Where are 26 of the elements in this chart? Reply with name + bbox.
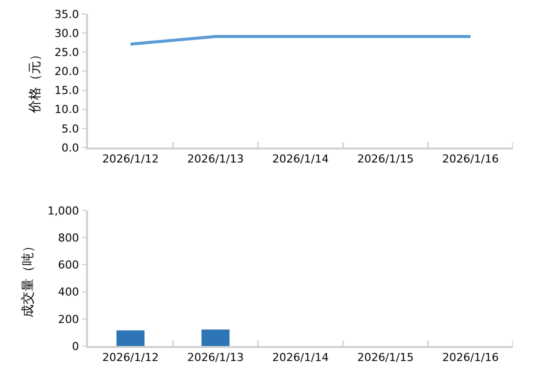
x-tick-label: 2026/1/15 bbox=[357, 152, 414, 166]
x-tick-label: 2026/1/14 bbox=[272, 152, 329, 166]
y-tick-label: 35.0 bbox=[54, 8, 80, 21]
y-tick-label: 0.0 bbox=[62, 141, 80, 154]
x-tick-label: 2026/1/16 bbox=[442, 152, 499, 166]
y-tick-label: 1,000 bbox=[48, 204, 80, 218]
x-tick-label: 2026/1/13 bbox=[187, 350, 244, 364]
y-tick-label: 25.0 bbox=[54, 46, 80, 59]
x-tick-label: 2026/1/16 bbox=[442, 350, 499, 364]
y-tick-label: 400 bbox=[58, 286, 80, 299]
x-tick-label: 2026/1/14 bbox=[272, 350, 329, 364]
x-tick-label: 2026/1/13 bbox=[187, 152, 244, 166]
y-tick-label: 5.0 bbox=[62, 122, 80, 136]
x-tick-label: 2026/1/15 bbox=[357, 350, 414, 364]
y-tick-label: 200 bbox=[58, 312, 80, 326]
y-axis-title: 成交量（吨） bbox=[20, 239, 36, 318]
y-tick-label: 30.0 bbox=[54, 26, 80, 40]
y-tick-label: 800 bbox=[58, 231, 80, 244]
y-tick-label: 600 bbox=[58, 258, 80, 272]
y-tick-label: 10.0 bbox=[54, 103, 80, 116]
y-tick-label: 0 bbox=[72, 340, 80, 353]
y-axis-title: 价格（元） bbox=[28, 48, 43, 114]
y-tick-label: 15.0 bbox=[54, 84, 80, 98]
y-tick-label: 20.0 bbox=[54, 65, 80, 78]
x-tick-label: 2026/1/12 bbox=[102, 152, 159, 166]
x-tick-label: 2026/1/12 bbox=[102, 350, 159, 364]
